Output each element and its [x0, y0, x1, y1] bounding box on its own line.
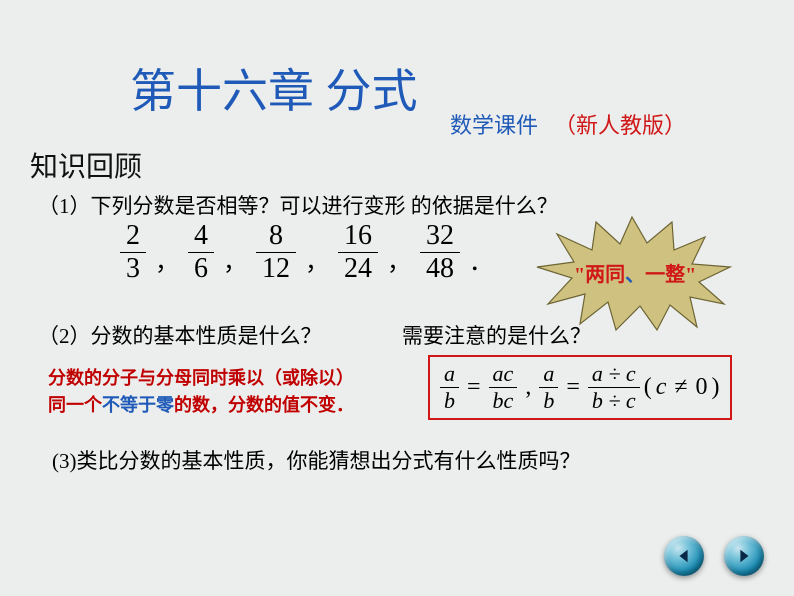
formula-frac-4: a ÷ c b ÷ c [588, 363, 640, 412]
next-button[interactable] [724, 536, 764, 576]
question-3: (3)类比分数的基本性质，你能猜想出分式有什么性质吗？ [52, 445, 580, 475]
comma: ， [305, 242, 329, 277]
frac-den: 6 [188, 252, 214, 283]
period: ． [469, 242, 493, 277]
frac-den: b [440, 387, 459, 412]
prop-line-1: 分数的分子与分母同时乘以（或除以） [48, 368, 354, 388]
equals-2: = [566, 374, 580, 401]
subtitle-version: （新人教版） [554, 108, 686, 140]
fraction-1: 2 3 [120, 222, 146, 283]
formula-box: a b = ac bc , a b = a ÷ c b ÷ c ( c ≠ 0 … [428, 355, 732, 420]
nav-buttons [664, 536, 764, 576]
question-2: （2）分数的基本性质是什么？ [38, 320, 322, 350]
paren-close: ) [712, 374, 720, 401]
frac-num: 8 [263, 222, 289, 252]
arrow-right-icon [735, 547, 753, 565]
cond-ne: ≠ [674, 374, 687, 401]
prop-line-2c: 的数，分数的值不变． [174, 395, 354, 415]
cond-zero: 0 [696, 374, 708, 401]
quote-close: " [685, 264, 696, 286]
question-1: （1）下列分数是否相等？可以进行变形 的依据是什么？ [38, 190, 558, 220]
equals-1: = [467, 374, 481, 401]
frac-num: ac [489, 363, 518, 387]
frac-num: a [539, 363, 558, 387]
frac-num: 16 [338, 222, 378, 252]
comma: ， [223, 242, 247, 277]
star-text-1: 两同 [585, 264, 625, 286]
prop-line-2a: 同一个 [48, 395, 102, 415]
frac-den: 12 [256, 252, 296, 283]
frac-den: 24 [338, 252, 378, 283]
fraction-4: 16 24 [338, 222, 378, 283]
property-statement: 分数的分子与分母同时乘以（或除以） 同一个不等于零的数，分数的值不变． [48, 365, 354, 419]
prop-line-2b: 不等于零 [102, 395, 174, 415]
fraction-2: 4 6 [188, 222, 214, 283]
paren-open: ( [644, 374, 652, 401]
frac-num: 2 [120, 222, 146, 252]
page-title: 第十六章 分式 [130, 55, 418, 121]
frac-den: 48 [420, 252, 460, 283]
frac-den: 3 [120, 252, 146, 283]
fraction-3: 8 12 [256, 222, 296, 283]
star-text-2: 一整 [645, 264, 685, 286]
frac-num: 32 [420, 222, 460, 252]
frac-num: a [440, 363, 459, 387]
frac-num: a ÷ c [588, 363, 640, 387]
fraction-5: 32 48 [420, 222, 460, 283]
frac-num: 4 [188, 222, 214, 252]
prev-button[interactable] [664, 536, 704, 576]
comma: ， [155, 242, 179, 277]
frac-den: b ÷ c [588, 387, 640, 412]
arrow-left-icon [675, 547, 693, 565]
cond-c: c [656, 374, 667, 401]
star-sep: 、 [625, 264, 645, 286]
quote-open: " [574, 264, 585, 286]
frac-den: bc [489, 387, 518, 412]
formula-frac-2: ac bc [489, 363, 518, 412]
section-heading: 知识回顾 [30, 145, 142, 185]
question-2b: 需要注意的是什么？ [402, 320, 591, 350]
formula-frac-3: a b [539, 363, 558, 412]
frac-den: b [539, 387, 558, 412]
comma: , [525, 374, 531, 401]
formula-frac-1: a b [440, 363, 459, 412]
subtitle-label: 数学课件 [450, 108, 538, 140]
starburst-label: "两同、一整" [574, 258, 696, 287]
fraction-list: 2 3 ， 4 6 ， 8 12 ， 16 24 ， 32 48 ． [120, 222, 496, 283]
comma: ， [387, 242, 411, 277]
